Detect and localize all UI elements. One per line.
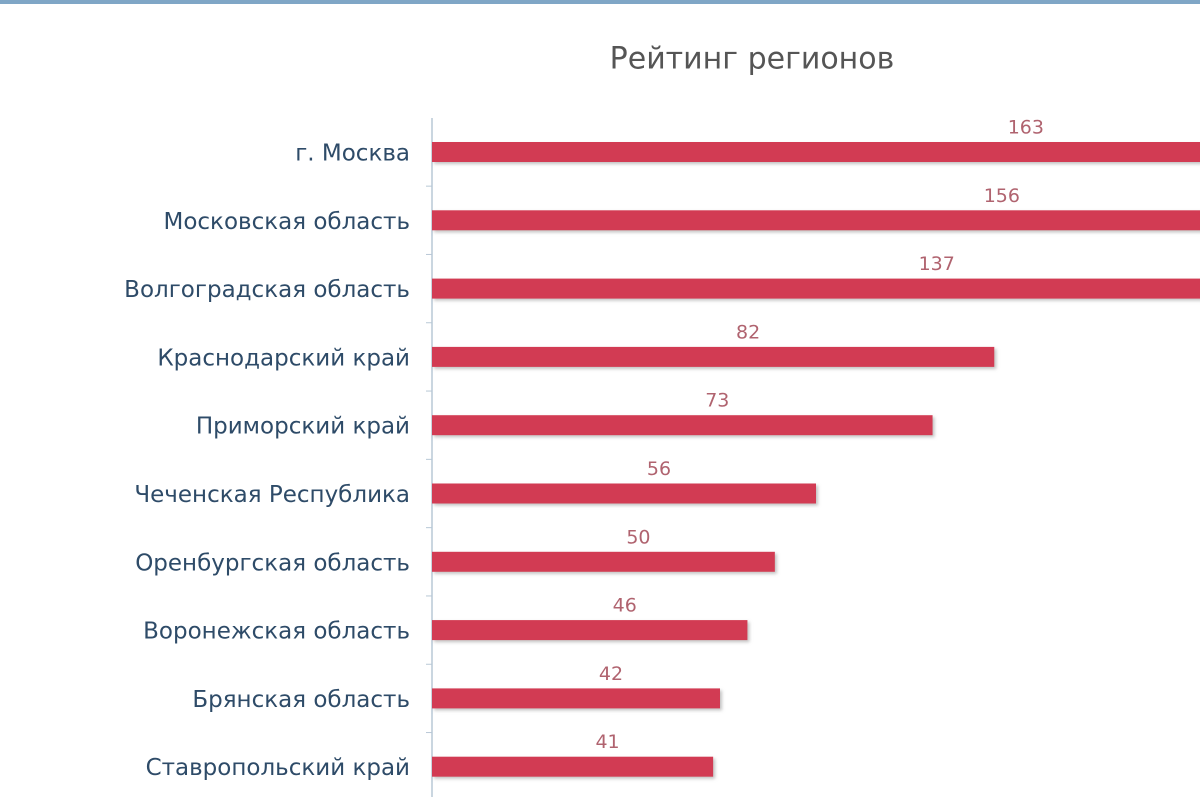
value-label: 156 (984, 185, 1020, 207)
bar (432, 688, 720, 709)
value-label: 163 (1008, 117, 1044, 139)
bar (432, 756, 714, 777)
value-label: 56 (647, 458, 671, 480)
category-label: Московская область (163, 209, 410, 235)
value-label: 82 (736, 321, 760, 343)
value-label: 42 (599, 663, 623, 685)
category-label: Брянская область (192, 687, 410, 713)
category-label: Волгоградская область (124, 277, 410, 303)
value-label: 46 (613, 595, 637, 617)
bar (432, 483, 816, 504)
bar (432, 278, 1200, 299)
value-label: 137 (919, 253, 955, 275)
category-label: Ставропольский край (146, 755, 410, 781)
category-label: Приморский край (196, 414, 410, 440)
category-label: г. Москва (295, 141, 410, 167)
bar (432, 620, 748, 641)
category-label: Воронежская область (143, 619, 410, 645)
top-strip (0, 0, 1200, 4)
bar (432, 142, 1200, 162)
bar (432, 346, 995, 367)
bar (432, 210, 1200, 231)
chart-title: Рейтинг регионов (610, 42, 895, 77)
value-label: 41 (595, 731, 619, 753)
value-label: 73 (705, 390, 729, 412)
bar (432, 415, 933, 436)
category-label: Краснодарский край (157, 345, 410, 371)
value-label: 50 (626, 526, 650, 548)
category-label: Чеченская Республика (134, 482, 410, 508)
bar (432, 551, 775, 572)
category-label: Оренбургская область (135, 550, 410, 576)
